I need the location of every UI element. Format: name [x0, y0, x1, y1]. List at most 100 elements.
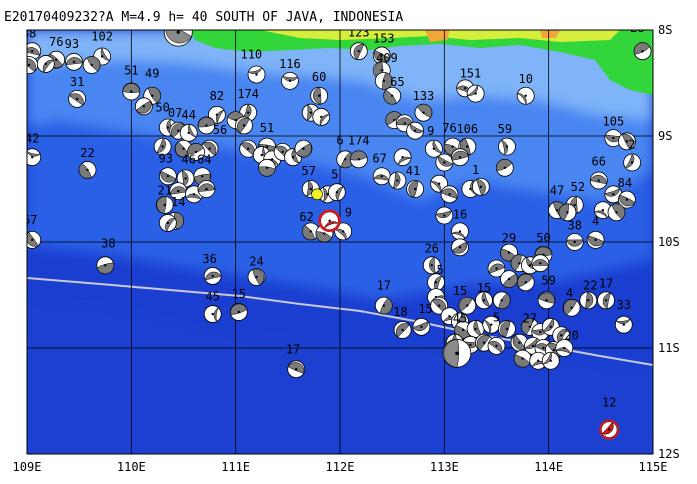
beachball-center — [469, 343, 472, 347]
event-label: 45 — [453, 312, 467, 326]
focal-mechanism — [516, 273, 535, 292]
event-label: 44 — [181, 108, 195, 122]
focal-mechanism — [247, 65, 266, 84]
focal-mechanism — [197, 116, 216, 135]
focal-mechanism — [406, 180, 425, 198]
beachball-center — [326, 193, 329, 196]
beachball-quadrant — [555, 347, 572, 355]
beachball-center — [320, 115, 323, 119]
focal-mechanism — [537, 291, 556, 310]
beachball-quadrant — [435, 210, 452, 219]
focal-mechanism — [155, 195, 174, 214]
beachball-center — [612, 136, 615, 140]
lat-label: 11S — [658, 341, 680, 355]
focal-mechanism — [287, 360, 306, 379]
latitude-labels: 8S 9S 10S 11S 12S — [658, 23, 680, 461]
beachball-quadrant — [385, 111, 401, 126]
event-label: 57 — [301, 164, 315, 178]
beachball-center — [448, 315, 451, 318]
focal-mechanism — [349, 42, 368, 61]
beachball-center — [531, 344, 535, 348]
beachball-quadrant — [188, 123, 197, 138]
event-label: 76 — [49, 35, 63, 49]
beachball-center — [211, 312, 214, 316]
event-label: 22 — [583, 279, 597, 293]
lon-label: 114E — [534, 460, 563, 474]
focal-mechanism — [541, 351, 560, 370]
beachball-quadrant — [295, 143, 312, 157]
event-label: 15 — [232, 287, 246, 301]
beachball-center — [552, 348, 556, 352]
beachball-center — [166, 126, 170, 129]
beachball-center — [380, 69, 383, 72]
beachball-center — [607, 428, 611, 431]
beachball-quadrant — [488, 341, 503, 354]
beachball-center — [161, 145, 164, 148]
beachball-center — [461, 328, 465, 332]
beachball-quadrant — [498, 293, 511, 310]
focal-mechanism — [427, 273, 445, 292]
beachball-center — [443, 214, 446, 217]
focal-mechanism — [618, 132, 636, 151]
beachball-center — [288, 79, 292, 83]
beachball-quadrant — [312, 86, 322, 105]
beachball-center — [507, 277, 511, 281]
focal-mechanism — [235, 116, 253, 135]
beachball-center — [422, 111, 425, 114]
beachball-quadrant — [291, 148, 300, 164]
event-label: 52 — [571, 180, 585, 194]
beachball-center — [612, 193, 615, 196]
focal-mechanism — [134, 97, 153, 116]
beachball-center — [255, 275, 258, 279]
beachball-quadrant — [252, 268, 265, 286]
beachball-center — [201, 175, 204, 178]
focal-mechanism — [451, 148, 469, 167]
beachball-center — [177, 189, 180, 193]
beachball-quadrant — [633, 42, 651, 55]
event-label: 76 — [442, 121, 456, 135]
beachball-center — [341, 230, 345, 233]
beachball-quadrant — [483, 319, 492, 334]
focal-mechanism — [618, 190, 636, 209]
beachball-quadrant — [500, 320, 511, 338]
beachball-center — [503, 166, 507, 169]
event-label: 67 — [23, 213, 37, 227]
beachball-center — [430, 264, 434, 267]
beachball-center — [537, 359, 540, 362]
event-label: 51 — [124, 64, 138, 78]
beachball-center — [559, 334, 563, 337]
event-label: 93 — [65, 37, 79, 51]
event-label: 33 — [617, 298, 631, 312]
beachball-center — [458, 230, 462, 233]
focal-mechanism — [27, 148, 42, 167]
beachball-center — [396, 179, 399, 182]
beachball-center — [549, 325, 552, 328]
beachball-center — [382, 304, 386, 307]
beachball-center — [44, 62, 47, 66]
beachball-quadrant — [593, 210, 608, 219]
beachball-center — [302, 147, 305, 150]
focal-mechanism — [27, 56, 38, 74]
event-label: 46 — [181, 153, 195, 167]
beachball-quadrant — [615, 318, 631, 325]
focal-mechanism — [393, 321, 412, 339]
focal-mechanism — [558, 203, 577, 222]
event-label: 31 — [70, 75, 84, 89]
beachball-center — [413, 187, 417, 191]
focal-mechanism — [179, 123, 198, 142]
beachball-quadrant — [175, 141, 190, 158]
beachball-center — [563, 346, 566, 350]
focal-mechanism — [555, 339, 574, 357]
beachball-center — [86, 168, 89, 172]
event-label: 174 — [348, 133, 370, 147]
focal-mechanism — [158, 214, 177, 232]
event-label: 45 — [205, 289, 219, 303]
focal-mechanism — [27, 230, 42, 249]
beachball-center — [542, 346, 545, 350]
beachball-center — [184, 177, 187, 180]
event-label: 123 — [348, 25, 370, 39]
map-title: E20170409232?A M=4.9 h= 40 SOUTH OF JAVA… — [4, 10, 403, 25]
beachball-quadrant — [165, 218, 176, 232]
focal-mechanism — [498, 320, 516, 338]
